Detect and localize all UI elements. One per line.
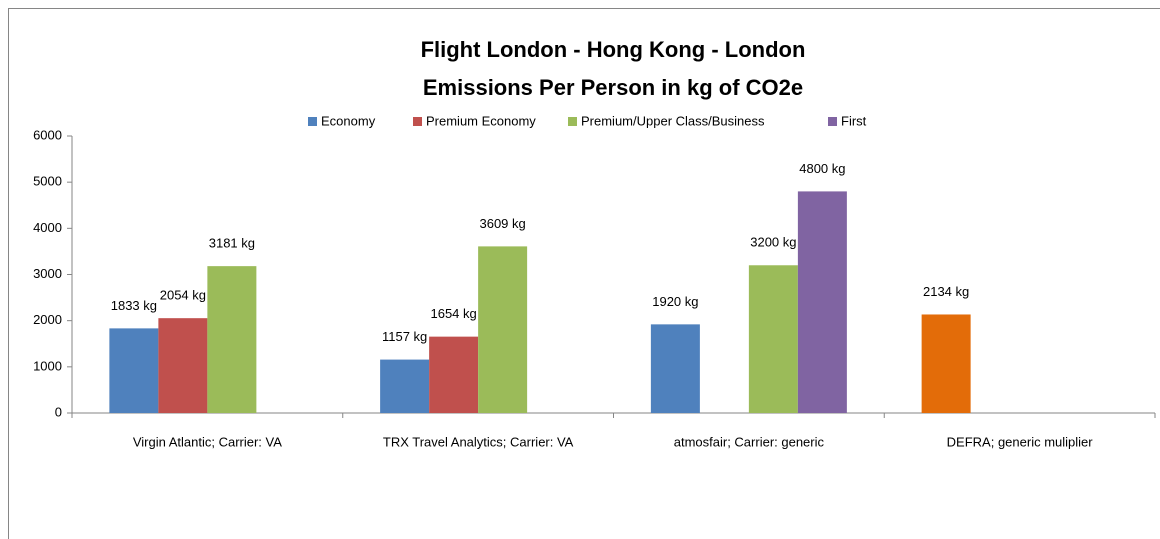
bar: [158, 318, 208, 413]
x-tick-label: atmosfair; Carrier: generic: [674, 434, 825, 449]
bar: [650, 324, 700, 413]
y-tick-label: 3000: [33, 266, 62, 281]
legend-swatch: [828, 117, 837, 126]
legend-swatch: [568, 117, 577, 126]
data-label: 1157 kg: [382, 329, 427, 344]
y-tick-label: 5000: [33, 174, 62, 189]
data-label: 2134 kg: [923, 284, 969, 299]
data-label: 1654 kg: [430, 306, 476, 321]
data-label: 3181 kg: [209, 236, 255, 251]
y-tick-label: 0: [55, 404, 62, 419]
data-label: 1920 kg: [652, 294, 698, 309]
data-label: 1833 kg: [111, 298, 157, 313]
x-tick-label: DEFRA; generic muliplier: [947, 434, 1094, 449]
bar: [429, 336, 479, 413]
bar: [748, 265, 798, 413]
bar: [109, 328, 159, 413]
legend-swatch: [308, 117, 317, 126]
bar: [921, 314, 971, 413]
chart-title: Emissions Per Person in kg of CO2e: [423, 75, 803, 100]
chart-title: Flight London - Hong Kong - London: [421, 37, 806, 62]
bar: [478, 246, 528, 413]
y-tick-label: 6000: [33, 127, 62, 142]
y-tick-label: 4000: [33, 220, 62, 235]
legend-label: Premium Economy: [426, 113, 536, 128]
legend-label: Economy: [321, 113, 376, 128]
data-label: 3609 kg: [479, 216, 525, 231]
x-tick-label: TRX Travel Analytics; Carrier: VA: [383, 434, 574, 449]
data-label: 2054 kg: [160, 288, 206, 303]
chart-frame: [8, 8, 1160, 539]
x-tick-label: Virgin Atlantic; Carrier: VA: [133, 434, 282, 449]
legend-label: Premium/Upper Class/Business: [581, 113, 765, 128]
data-label: 4800 kg: [799, 161, 845, 176]
data-label: 3200 kg: [750, 235, 796, 250]
legend-label: First: [841, 113, 867, 128]
bar: [797, 191, 847, 413]
y-tick-label: 1000: [33, 358, 62, 373]
legend-swatch: [413, 117, 422, 126]
bar: [207, 266, 257, 413]
y-tick-label: 2000: [33, 312, 62, 327]
bar: [380, 359, 430, 413]
